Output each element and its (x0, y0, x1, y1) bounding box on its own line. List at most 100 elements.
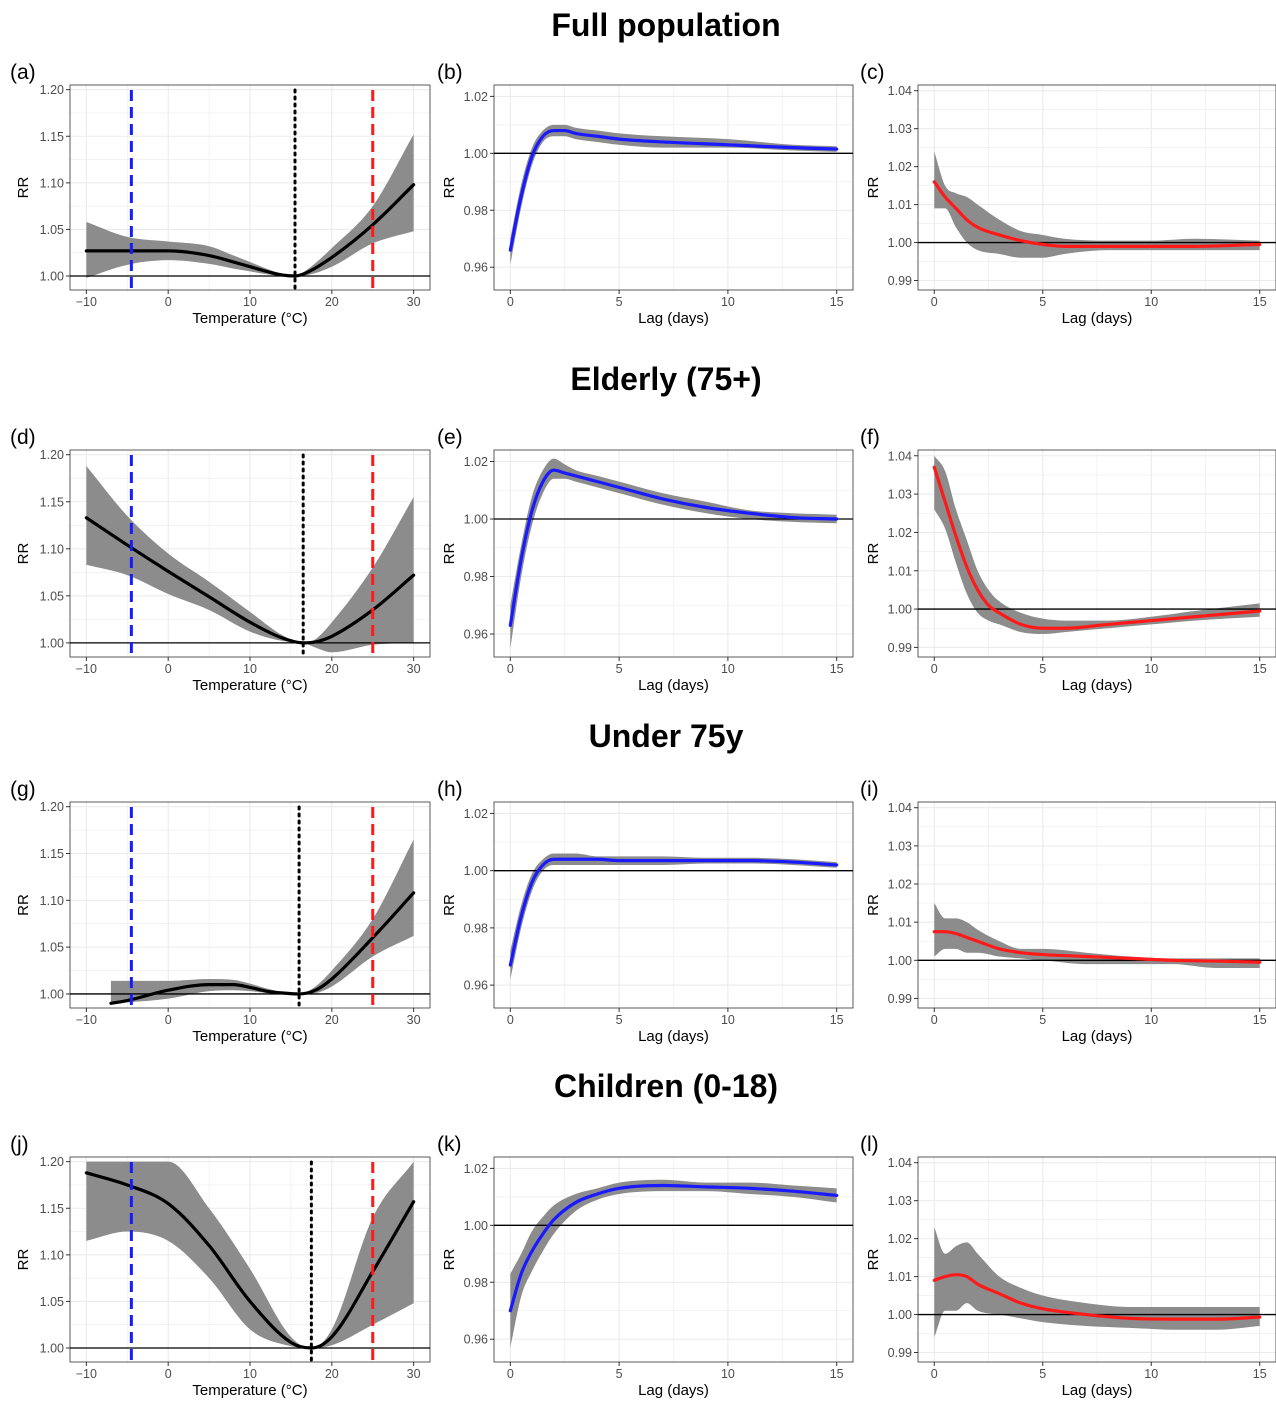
y-tick-label: 1.01 (888, 1270, 912, 1284)
y-axis-label: RR (15, 894, 32, 916)
y-tick-label: 0.98 (464, 921, 488, 935)
confidence-band (934, 151, 1260, 258)
plot-area (494, 1179, 853, 1348)
rr-curve (84, 1171, 416, 1350)
plot-area (918, 151, 1276, 258)
plot-frame (69, 801, 431, 1009)
x-tick-label: 15 (830, 1367, 844, 1381)
x-tick-label: 5 (1039, 662, 1046, 676)
y-tick-label: 0.96 (464, 979, 488, 993)
plot-frame (917, 1156, 1276, 1363)
confidence-band (86, 134, 414, 278)
x-tick-label: 0 (931, 1013, 938, 1027)
x-tick-label: 10 (243, 295, 257, 309)
y-tick-label: 1.05 (40, 589, 64, 603)
plot-area (70, 1161, 430, 1350)
y-tick-label: 1.10 (40, 1248, 64, 1262)
y-tick-label: 1.10 (40, 894, 64, 908)
y-tick-label: 1.02 (464, 1162, 488, 1176)
panel-label: (a) (10, 61, 36, 84)
x-tick-label: 0 (165, 662, 172, 676)
y-tick-label: 0.98 (464, 570, 488, 584)
plot-area (494, 124, 853, 265)
plot-area (494, 853, 853, 980)
panel-c: 0 5 10 15 0.99 1.00 1.01 1.02 1.03 1.04 Lag (days)… (860, 61, 1276, 327)
x-tick-label: 0 (931, 1367, 938, 1381)
x-tick-label: 10 (1144, 1013, 1158, 1027)
x-tick-label: 30 (407, 1013, 421, 1027)
row-title-elderly: Elderly (75+) (570, 361, 761, 397)
x-tick-label: 15 (1253, 1367, 1267, 1381)
x-tick-label: 0 (165, 1013, 172, 1027)
rr-curve (932, 180, 1262, 248)
x-axis-label: Lag (days) (1062, 1382, 1133, 1399)
plot-frame (69, 449, 431, 658)
rr-curve (84, 516, 416, 645)
confidence-band (510, 1179, 837, 1348)
x-axis-label: Temperature (°C) (192, 1382, 307, 1399)
row-title-full-population: Full population (551, 7, 780, 43)
rr-curve (932, 930, 1262, 964)
plot-frame (69, 84, 431, 291)
x-tick-label: 20 (325, 295, 339, 309)
panel-l: 0 5 10 15 0.99 1.00 1.01 1.02 1.03 1.04 Lag (days)… (860, 1133, 1276, 1399)
x-tick-label: 10 (721, 295, 735, 309)
y-tick-label: 0.99 (888, 992, 912, 1006)
y-tick-label: 1.20 (40, 800, 64, 814)
y-axis-label: RR (441, 1249, 458, 1271)
x-tick-label: 15 (830, 1013, 844, 1027)
y-tick-label: 1.05 (40, 941, 64, 955)
panel-g: −10 0 10 20 30 1.00 1.05 1.10 1.15 1.20 Temperatur… (10, 778, 431, 1045)
rr-curve (508, 1183, 839, 1313)
x-tick-label: 15 (830, 662, 844, 676)
y-tick-label: 1.02 (464, 90, 488, 104)
x-tick-label: 10 (243, 1367, 257, 1381)
confidence-band (934, 455, 1260, 634)
panel-label: (f) (860, 426, 880, 449)
x-axis-label: Temperature (°C) (192, 677, 307, 694)
panel-k: 0 5 10 15 0.96 0.98 1.00 1.02 Lag (days) RR (k) (437, 1133, 854, 1399)
y-tick-label: 1.15 (40, 1202, 64, 1216)
x-tick-label: 0 (931, 295, 938, 309)
panel-label: (k) (437, 1133, 462, 1156)
x-tick-label: 20 (325, 662, 339, 676)
y-tick-label: 0.96 (464, 261, 488, 275)
x-axis-label: Temperature (°C) (192, 1028, 307, 1045)
panel-label: (b) (437, 61, 463, 84)
x-axis-label: Lag (days) (638, 310, 709, 327)
x-tick-label: 5 (1039, 295, 1046, 309)
rr-curve (508, 468, 839, 627)
x-tick-label: 0 (165, 1367, 172, 1381)
x-tick-label: 5 (1039, 1013, 1046, 1027)
x-tick-label: 0 (165, 295, 172, 309)
x-tick-label: 10 (243, 1013, 257, 1027)
x-tick-label: 5 (616, 1013, 623, 1027)
x-tick-label: −10 (76, 295, 97, 309)
x-tick-label: 10 (243, 662, 257, 676)
panel-label: (h) (437, 778, 463, 801)
x-tick-label: 20 (325, 1013, 339, 1027)
y-tick-label: 1.00 (888, 236, 912, 250)
x-axis-label: Lag (days) (638, 1028, 709, 1045)
y-tick-label: 1.02 (464, 807, 488, 821)
confidence-band (510, 124, 837, 265)
y-axis-label: RR (865, 1249, 882, 1271)
y-tick-label: 1.00 (888, 1308, 912, 1322)
panel-label: (c) (860, 61, 885, 84)
x-tick-label: −10 (76, 662, 97, 676)
y-tick-label: 1.03 (888, 839, 912, 853)
y-axis-label: RR (15, 1249, 32, 1271)
plot-area (918, 903, 1276, 968)
panel-label: (l) (860, 1133, 879, 1156)
y-tick-label: 1.02 (888, 1232, 912, 1246)
confidence-band (510, 458, 837, 649)
y-tick-label: 1.00 (40, 987, 64, 1001)
y-tick-label: 1.10 (40, 542, 64, 556)
x-tick-label: 15 (1253, 295, 1267, 309)
plot-area (918, 455, 1276, 634)
plot-area (70, 839, 430, 1005)
x-axis-label: Lag (days) (638, 677, 709, 694)
panel-b: 0 5 10 15 0.96 0.98 1.00 1.02 Lag (days) RR (b) (437, 61, 854, 327)
x-tick-label: 5 (1039, 1367, 1046, 1381)
